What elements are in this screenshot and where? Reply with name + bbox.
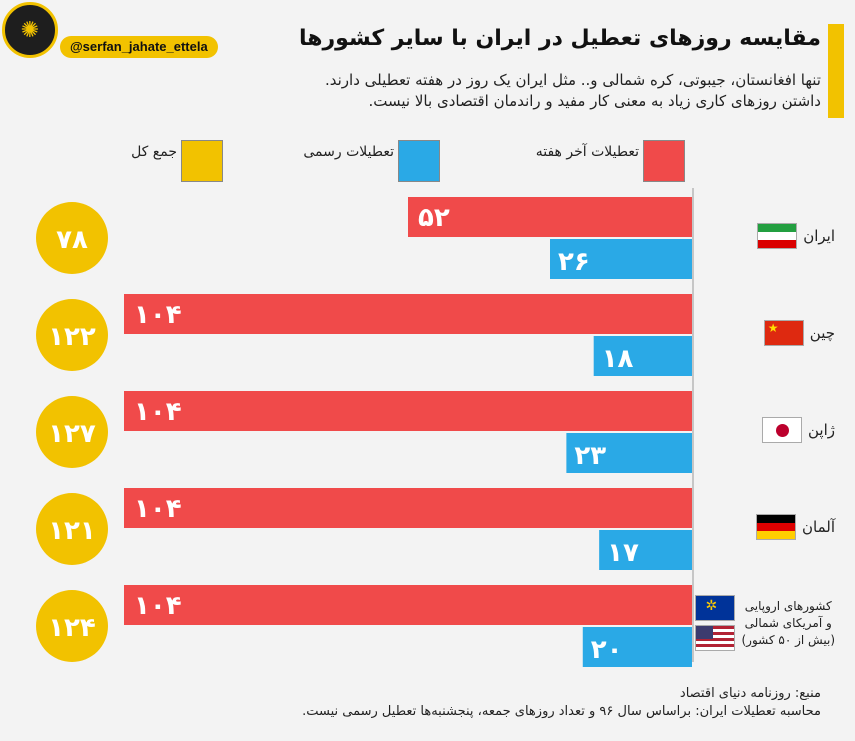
weekend-bar xyxy=(124,585,692,625)
official-value-label: ۲۰ xyxy=(591,635,623,665)
us-flag-icon xyxy=(695,625,736,651)
flag-group xyxy=(761,417,802,443)
flag-group xyxy=(756,514,796,540)
country-label-germany: آلمان xyxy=(756,514,835,540)
official-bar xyxy=(593,336,692,376)
china-flag-icon: ★ xyxy=(763,320,804,346)
official-value-label: ۱۷ xyxy=(607,538,639,568)
country-label-eu-us: کشورهای اروپایی و آمریکای شمالی (بیش از ۵۰… xyxy=(695,595,835,651)
total-circle xyxy=(36,590,108,662)
weekend-value-label: ۱۰۴ xyxy=(134,494,182,524)
official-value-label: ۱۸ xyxy=(602,344,634,374)
germany-flag-icon xyxy=(756,514,796,540)
country-name: کشورهای اروپایی و آمریکای شمالی (بیش از ۵۰… xyxy=(741,598,835,647)
official-bar xyxy=(550,239,692,279)
official-bar xyxy=(566,433,692,473)
total-circle xyxy=(36,396,108,468)
legend-swatch-weekend xyxy=(643,140,685,182)
country-name: آلمان xyxy=(802,518,835,536)
source-line-2: محاسبه تعطیلات ایران: براساس سال ۹۶ و تع… xyxy=(302,704,821,719)
weekend-value-label: ۱۰۴ xyxy=(134,300,182,330)
total-value-label: ۱۲۷ xyxy=(48,419,96,449)
legend-label-weekend: تعطیلات آخر هفته xyxy=(535,144,639,160)
total-circle xyxy=(36,493,108,565)
logo: ✺ xyxy=(2,2,58,58)
chart-subtitle: تنها افغانستان، جیبوتی، کره شمالی و.. مث… xyxy=(325,70,821,112)
weekend-value-label: ۵۲ xyxy=(418,203,450,233)
official-bar xyxy=(582,627,692,667)
japan-flag-icon xyxy=(761,417,802,443)
channel-handle: @serfan_jahate_ettela xyxy=(60,36,218,58)
source-line-1: منبع: روزنامه دنیای اقتصاد xyxy=(679,686,821,701)
country-name: چین xyxy=(809,324,835,342)
official-bar xyxy=(599,530,692,570)
source-note: منبع: روزنامه دنیای اقتصاد محاسبه تعطیلا… xyxy=(302,685,821,721)
official-value-label: ۲۳ xyxy=(574,441,606,471)
flag-group: ✲ xyxy=(695,595,736,651)
bar-chart: ۵۲ ۲۶ ۷۸ ۱۰۴ ۱۸ ۱۲۲ ۱۰۴ ۲۳ ۱۲۷ ۱۰۴ ۱۷ ۱۲۱ ۱۰۴ ۲۰ ۱۲۴ xyxy=(36,188,694,667)
legend-swatch-total xyxy=(181,140,223,182)
country-label-japan: ژاپن xyxy=(761,417,835,443)
title-accent-bar xyxy=(828,24,844,118)
total-value-label: ۱۲۱ xyxy=(48,516,96,546)
weekend-value-label: ۱۰۴ xyxy=(134,591,182,621)
country-name: ایران xyxy=(803,227,835,245)
weekend-bar xyxy=(124,391,692,431)
total-value-label: ۱۲۲ xyxy=(48,322,96,352)
total-circle xyxy=(36,299,108,371)
chart-title: مقایسه روزهای تعطیل در ایران با سایر کشو… xyxy=(298,26,821,51)
subtitle-line-1: تنها افغانستان، جیبوتی، کره شمالی و.. مث… xyxy=(324,71,821,89)
legend-item-total: جمع کل xyxy=(131,140,223,182)
country-label-iran: ایران xyxy=(757,223,835,249)
total-value-label: ۱۲۴ xyxy=(48,613,96,643)
flag-group: ★ xyxy=(763,320,804,346)
weekend-bar xyxy=(124,488,692,528)
legend-item-official: تعطیلات رسمی xyxy=(303,140,440,182)
legend-label-total: جمع کل xyxy=(131,144,177,160)
eu-flag-icon: ✲ xyxy=(695,595,736,621)
official-value-label: ۲۶ xyxy=(558,247,590,277)
weekend-bar xyxy=(124,294,692,334)
legend-item-weekend: تعطیلات آخر هفته xyxy=(536,140,685,182)
legend-label-official: تعطیلات رسمی xyxy=(303,144,394,160)
flag-group xyxy=(757,223,798,249)
total-value-label: ۷۸ xyxy=(56,225,88,255)
legend-swatch-official xyxy=(398,140,440,182)
iran-flag-icon xyxy=(757,223,798,249)
subtitle-line-2: داشتن روزهای کاری زیاد به معنی کار مفید … xyxy=(368,92,821,110)
total-circle xyxy=(36,202,108,274)
country-label-china: چین ★ xyxy=(763,320,835,346)
country-name: ژاپن xyxy=(807,421,835,439)
weekend-bar xyxy=(408,197,692,237)
weekend-value-label: ۱۰۴ xyxy=(134,397,182,427)
